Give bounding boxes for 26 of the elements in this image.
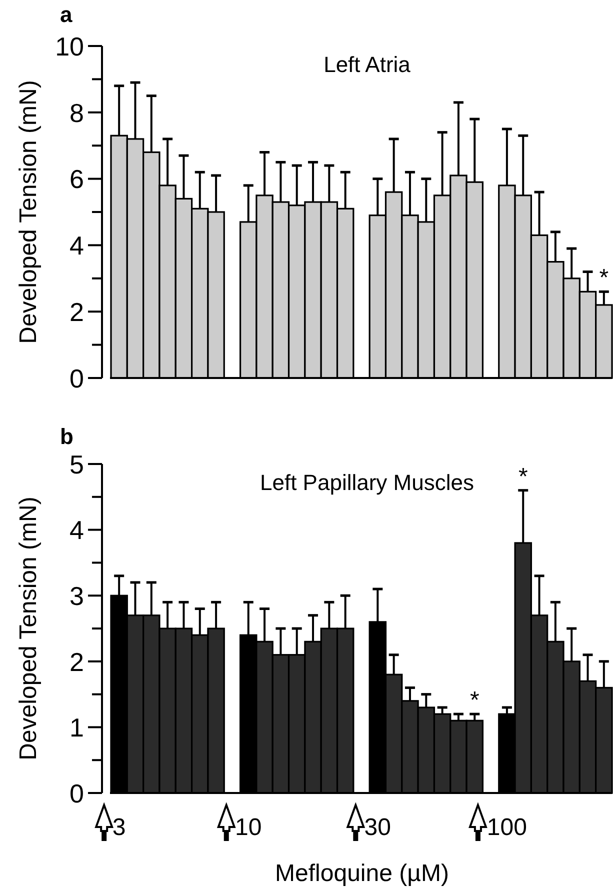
chart-subtitle: Left Papillary Muscles	[260, 470, 474, 495]
y-tick-label: 5	[70, 449, 84, 480]
y-tick-label: 4	[70, 515, 84, 546]
y-tick-label: 0	[70, 778, 84, 808]
y-tick-label: 1	[70, 712, 84, 743]
chart-title: a	[60, 2, 73, 27]
y-axis-title: Developed Tension (mN)	[15, 80, 42, 344]
y-tick-label: 6	[70, 164, 84, 194]
data-label: *	[518, 463, 528, 490]
x-tick-label: 10	[235, 814, 262, 841]
y-axis-title: Developed Tension (mN)	[15, 496, 42, 760]
x-axis-title: Mefloquine (µM)	[275, 860, 449, 887]
y-tick-label: 3	[70, 580, 84, 611]
y-tick-label: 8	[70, 98, 84, 128]
x-tick-label: 3	[112, 814, 126, 841]
x-tick-label: 30	[364, 814, 392, 841]
y-tick-label: 0	[70, 363, 84, 394]
data-label: *	[599, 264, 609, 292]
chart-title: b	[60, 424, 74, 449]
y-tick-label: 4	[70, 230, 84, 261]
chart-subtitle: Left Atria	[324, 52, 412, 77]
data-label: *	[470, 687, 480, 714]
x-tick-label: 100	[486, 814, 527, 841]
y-tick-label: 2	[70, 646, 84, 677]
y-tick-label: 2	[70, 296, 84, 327]
y-tick-label: 10	[55, 31, 84, 62]
